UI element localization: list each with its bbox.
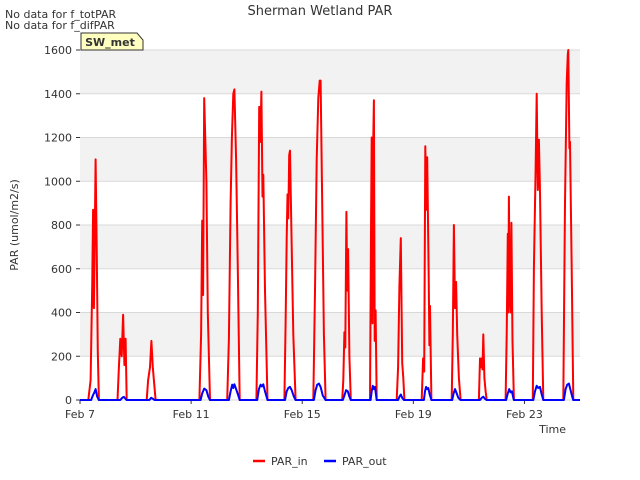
plot-band — [80, 225, 580, 269]
y-tick-label: 400 — [51, 307, 72, 320]
series-lines — [80, 49, 580, 401]
no-data-note-1: No data for f_totPAR — [5, 8, 117, 21]
series-line-par-out — [80, 382, 580, 401]
plot-band — [80, 50, 580, 94]
x-axis-label: Time — [538, 423, 566, 436]
plot-band — [80, 181, 580, 225]
x-axis-ticks: Feb 7 Feb 11 Feb 15 Feb 19 Feb 23 — [65, 400, 543, 421]
plot-band — [80, 93, 580, 138]
x-tick-label: Feb 19 — [395, 408, 432, 421]
y-tick-label: 600 — [51, 263, 72, 276]
y-tick-label: 1200 — [44, 132, 72, 145]
x-tick-label: Feb 11 — [173, 408, 210, 421]
legend-label-par-in: PAR_in — [271, 455, 308, 468]
badge-label: SW_met — [85, 36, 135, 49]
site-badge: SW_met — [80, 32, 144, 51]
legend-label-par-out: PAR_out — [342, 455, 387, 468]
legend: PAR_in PAR_out — [253, 455, 387, 468]
plot-band — [80, 268, 580, 313]
y-axis-ticks: 0 200 400 600 800 1000 1200 1400 1600 — [44, 44, 80, 407]
y-tick-label: 200 — [51, 350, 72, 363]
y-tick-label: 800 — [51, 219, 72, 232]
plot-bands — [80, 50, 580, 400]
x-tick-label: Feb 23 — [506, 408, 543, 421]
plot-band — [80, 137, 580, 182]
no-data-note-2: No data for f_difPAR — [5, 19, 115, 32]
plot-band — [80, 312, 580, 357]
chart-title: Sherman Wetland PAR — [248, 4, 393, 19]
y-tick-label: 1000 — [44, 175, 72, 188]
x-tick-label: Feb 15 — [284, 408, 321, 421]
y-tick-label: 1600 — [44, 44, 72, 57]
x-tick-label: Feb 7 — [65, 408, 95, 421]
badge-shape — [80, 32, 144, 51]
y-axis-label: PAR (umol/m2/s) — [8, 179, 21, 271]
y-tick-label: 0 — [65, 394, 72, 407]
plot-band — [80, 356, 580, 400]
y-tick-label: 1400 — [44, 88, 72, 101]
